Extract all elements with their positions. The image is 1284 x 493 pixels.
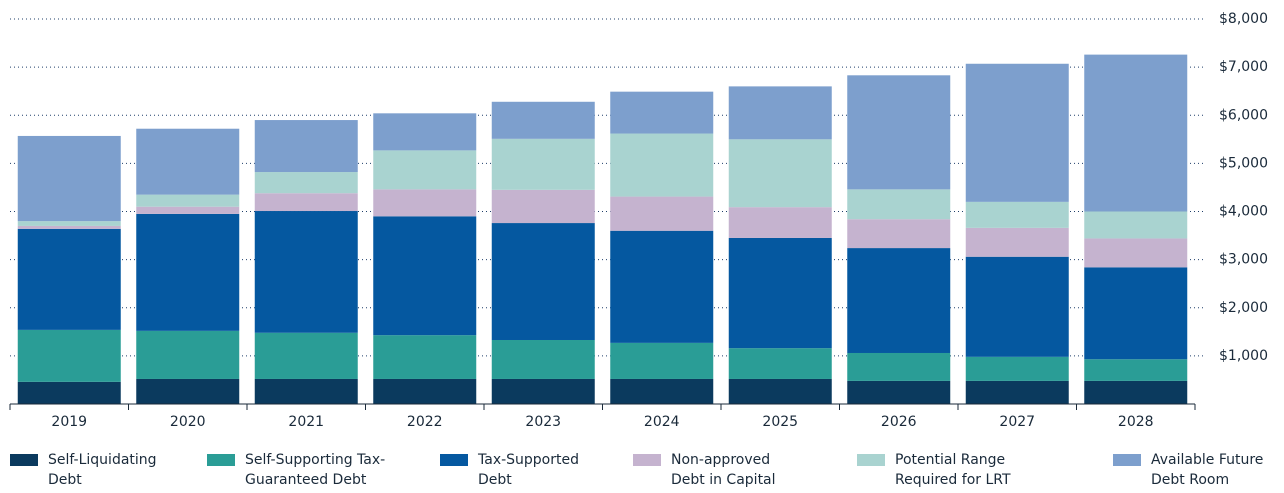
bar-segment [491,101,595,139]
bar-segment [1084,54,1188,212]
bar-segment [136,128,240,195]
y-tick-label: $8,000 [1219,11,1268,27]
bar-segment [17,135,121,222]
bar-segment [254,120,358,173]
bar-segment [254,211,358,333]
y-tick-label: $3,000 [1219,252,1268,268]
legend-label: Non-approved Debt in Capital Budget [671,452,776,493]
bar-segment [1084,238,1188,268]
x-tick-label: 2026 [881,414,917,430]
bar-segment [1084,211,1188,239]
bar-segment [1084,380,1188,404]
legend-swatch [207,454,235,466]
bar-segment [136,378,240,404]
bar-segment [847,219,951,249]
bar-segment [491,339,595,379]
bar-segment [610,196,714,231]
bar-segment [373,150,477,190]
bar-segment [965,256,1069,357]
bar-segment [491,138,595,190]
bar-segment [610,133,714,197]
bar-segment [491,189,595,224]
bar-segment [1084,267,1188,360]
x-tick-label: 2021 [288,414,324,430]
legend-item: Self-Supporting Tax-Guaranteed Debt [207,450,395,490]
legend-label: Available Future Debt Room [1151,452,1264,488]
bar-segment [847,352,951,381]
x-tick-label: 2028 [1118,414,1154,430]
bar-segment [373,113,477,151]
bar-segment [254,193,358,212]
legend-swatch [1113,454,1141,466]
legend-label: Tax-Supported Debt [478,452,579,488]
bar-segment [491,378,595,404]
legend-item: Tax-Supported Debt [440,450,586,490]
bar-segment [610,230,714,343]
x-tick-label: 2019 [51,414,87,430]
legend-swatch [633,454,661,466]
x-tick-label: 2023 [525,414,561,430]
bar-segment [728,207,832,238]
bar-segment [373,378,477,404]
bar-segment [17,225,121,229]
bar-segment [965,63,1069,202]
legend-label: Potential Range Required for LRT Expansi… [895,452,1011,493]
bar-segment [254,332,358,379]
y-tick-label: $1,000 [1219,348,1268,364]
bar-segment [136,213,240,331]
bar-segment [728,348,832,379]
bar-segment [965,356,1069,381]
legend-label: Self-Supporting Tax-Guaranteed Debt [245,452,386,488]
bar-segment [136,206,240,214]
bar-segment [965,201,1069,228]
bar-segment [728,378,832,404]
bar-segment [491,223,595,340]
bar-segment [847,75,951,190]
x-tick-label: 2025 [762,414,798,430]
x-tick-label: 2027 [999,414,1035,430]
plot: $1,000 $2,000 $3,000 $4,000 $5,000 $6,000 $7,0… [9,11,1268,430]
x-tick-label: 2024 [644,414,680,430]
legend-swatch [10,454,38,466]
legend-item: Available Future Debt Room [1113,450,1273,490]
bar-segment [254,378,358,404]
bar-segment [136,194,240,207]
legend: Self-Liquidating Debt Self-Supporting Tax… [0,450,1284,493]
y-tick-label: $7,000 [1219,59,1268,75]
x-tick-label: 2020 [170,414,206,430]
y-tick-label: $4,000 [1219,204,1268,220]
legend-item: Self-Liquidating Debt [10,450,170,490]
bar-segment [610,342,714,379]
legend-swatch [440,454,468,466]
y-tick-label: $5,000 [1219,155,1268,171]
bar-segment [965,227,1069,257]
bar-segment [728,139,832,208]
bar-segment [254,172,358,194]
bar-segment [728,86,832,140]
bar-segment [17,221,121,226]
x-tick-label: 2022 [407,414,443,430]
bar-segment [965,380,1069,404]
y-tick-label: $6,000 [1219,107,1268,123]
legend-item: Potential Range Required for LRT Expansi… [857,450,1070,493]
bar-segment [373,189,477,217]
bar-segment [136,330,240,379]
bar-segment [847,189,951,220]
bar-segment [847,248,951,353]
bar-segment [373,216,477,336]
bar-segment [610,91,714,134]
bar-segment [17,381,121,404]
bar-segment [847,380,951,404]
bar-segment [373,335,477,379]
y-tick-label: $2,000 [1219,300,1268,316]
legend-swatch [857,454,885,466]
bar-segment [728,237,832,349]
bar-segment [17,228,121,330]
bar-segment [17,329,121,382]
bar-segment [1084,359,1188,381]
legend-label: Self-Liquidating Debt [48,452,157,488]
legend-item: Non-approved Debt in Capital Budget [633,450,803,493]
bar-segment [610,378,714,404]
